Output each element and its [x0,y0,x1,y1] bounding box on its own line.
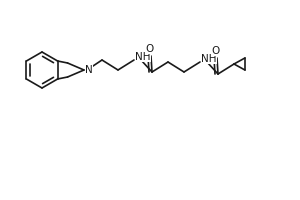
Text: N: N [85,65,93,75]
Text: NH: NH [135,52,151,62]
Text: NH: NH [201,54,217,64]
Text: O: O [211,46,219,56]
Text: O: O [145,44,153,54]
